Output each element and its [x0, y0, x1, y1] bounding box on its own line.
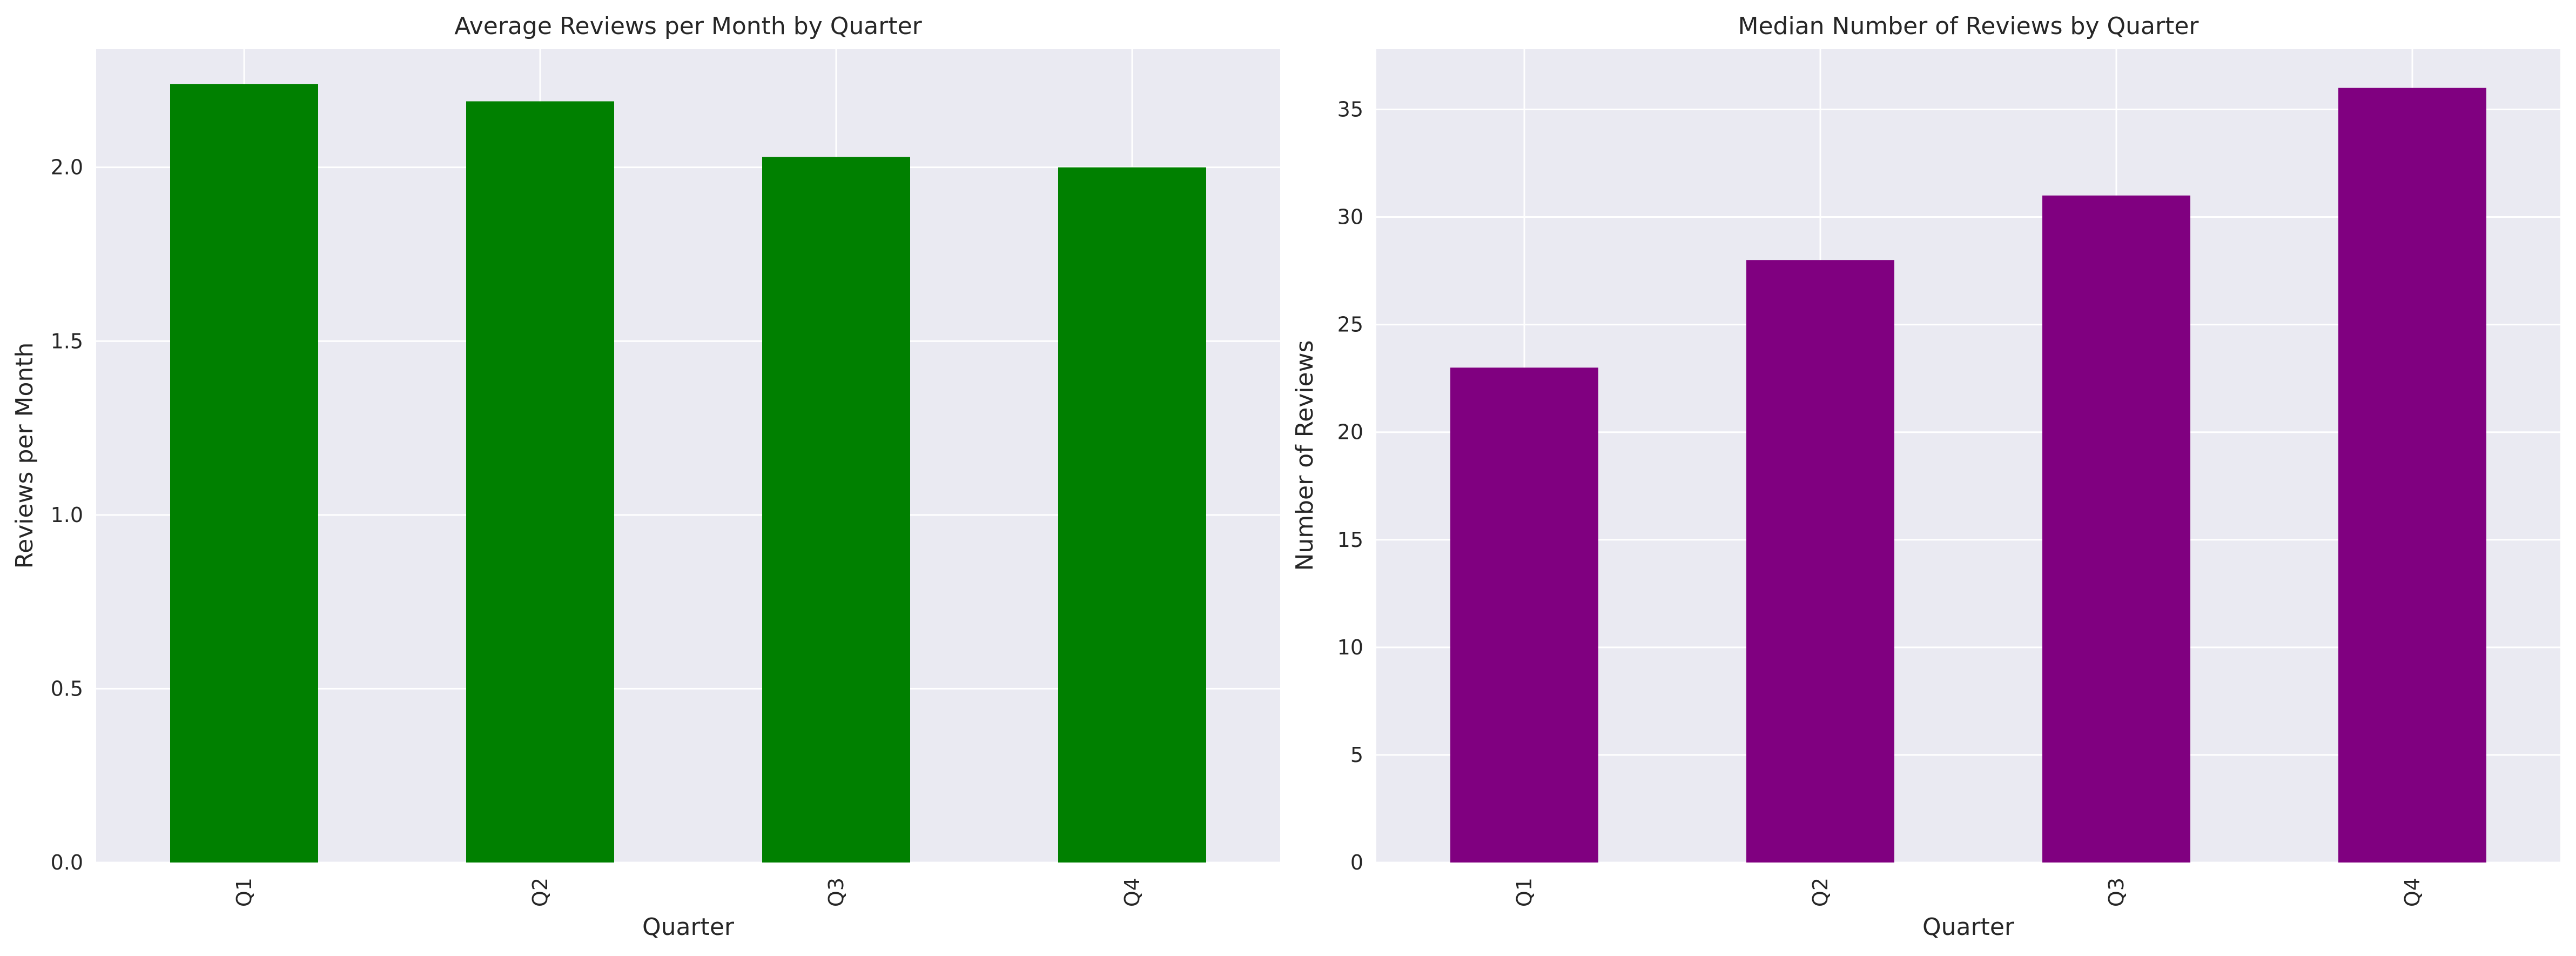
- bar-q1: [170, 84, 318, 863]
- x-tick-label: Q1: [232, 878, 256, 907]
- chart-right: 0 5 10 15 20 25 30 35 Q1 Q2 Q3 Q4 Median Number of…: [1291, 12, 2560, 941]
- bar-q4: [1058, 167, 1206, 863]
- chart-title: Average Reviews per Month by Quarter: [454, 12, 922, 40]
- y-axis-label: Reviews per Month: [11, 343, 38, 569]
- y-tick-label: 5: [1350, 743, 1363, 767]
- y-tick-labels: 0.0 0.5 1.0 1.5 2.0: [51, 156, 83, 874]
- bar-q4: [2338, 88, 2486, 863]
- y-tick-label: 1.0: [51, 503, 83, 527]
- y-tick-label: 10: [1337, 636, 1363, 659]
- y-axis-label: Number of Reviews: [1291, 340, 1319, 571]
- x-tick-label: Q4: [2400, 878, 2424, 907]
- chart-left: 0.0 0.5 1.0 1.5 2.0 Q1 Q2 Q3 Q4 Average Reviews…: [11, 12, 1280, 941]
- x-tick-labels: Q1 Q2 Q3 Q4: [1512, 878, 2424, 907]
- y-tick-label: 0: [1350, 851, 1363, 874]
- x-tick-label: Q2: [528, 878, 552, 907]
- bar-q1: [1450, 367, 1598, 863]
- y-tick-label: 30: [1337, 205, 1363, 229]
- y-tick-label: 2.0: [51, 156, 83, 179]
- y-tick-label: 0.5: [51, 677, 83, 700]
- y-tick-label: 25: [1337, 313, 1363, 337]
- y-tick-label: 20: [1337, 420, 1363, 444]
- y-tick-label: 1.5: [51, 329, 83, 353]
- x-tick-label: Q1: [1512, 878, 1536, 907]
- bar-q2: [466, 101, 614, 863]
- bars: [1450, 88, 2486, 863]
- x-tick-label: Q3: [824, 878, 848, 907]
- bar-q2: [1746, 260, 1894, 863]
- bar-q3: [2042, 195, 2190, 863]
- chart-title: Median Number of Reviews by Quarter: [1738, 12, 2200, 40]
- y-tick-label: 15: [1337, 528, 1363, 552]
- x-axis-label: Quarter: [1922, 913, 2015, 941]
- x-tick-label: Q3: [2104, 878, 2128, 907]
- y-tick-label: 35: [1337, 97, 1363, 121]
- x-axis-label: Quarter: [642, 913, 735, 941]
- y-tick-label: 0.0: [51, 851, 83, 874]
- x-tick-label: Q4: [1120, 878, 1144, 907]
- bar-q3: [762, 157, 910, 863]
- bars: [170, 84, 1206, 863]
- x-tick-label: Q2: [1808, 878, 1832, 907]
- y-tick-labels: 0 5 10 15 20 25 30 35: [1337, 97, 1363, 874]
- x-tick-labels: Q1 Q2 Q3 Q4: [232, 878, 1144, 907]
